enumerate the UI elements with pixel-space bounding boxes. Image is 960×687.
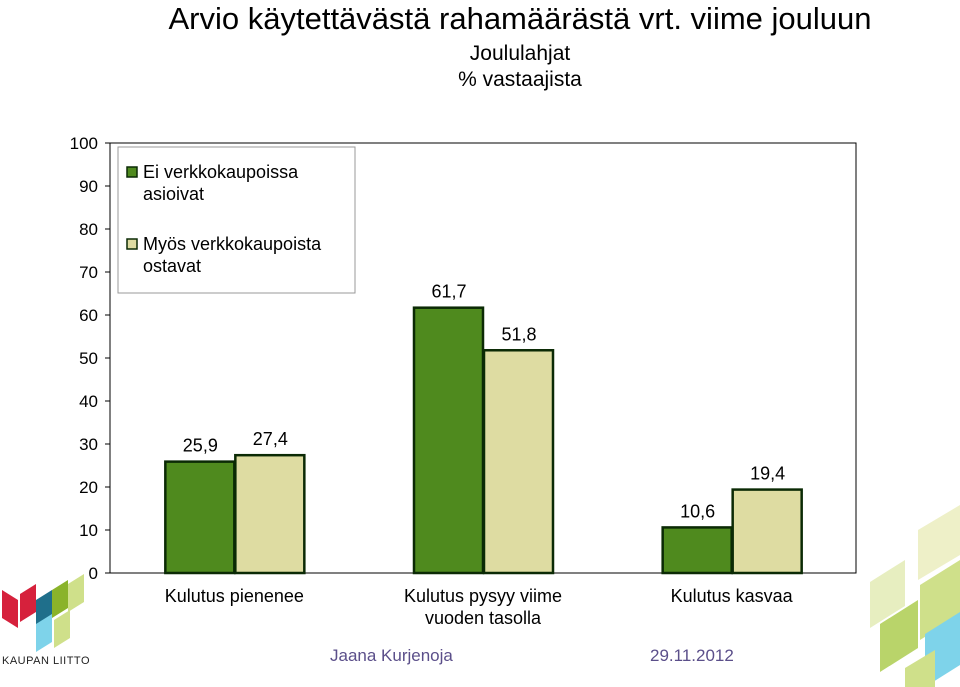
legend-label-0a: Ei verkkokaupoissa [143, 162, 299, 182]
y-tick-label: 10 [79, 521, 98, 540]
y-tick-label: 40 [79, 392, 98, 411]
bar [731, 488, 803, 575]
y-tick-label: 60 [79, 306, 98, 325]
legend-label-1a: Myös verkkokaupoista [143, 234, 322, 254]
category-label: Kulutus kasvaa [671, 586, 794, 606]
y-tick-label: 20 [79, 478, 98, 497]
bar [412, 306, 485, 575]
y-tick-label: 0 [89, 564, 98, 583]
legend-label-1b: ostavat [143, 256, 201, 276]
category-label: Kulutus pienenee [165, 586, 304, 606]
chart-title: Arvio käytettävästä rahamäärästä vrt. vi… [168, 1, 872, 36]
category-label: Kulutus pysyy viime [404, 586, 562, 606]
category-label: vuoden tasolla [425, 608, 542, 628]
legend-label-0b: asioivat [143, 184, 204, 204]
bar [164, 460, 236, 575]
logo-text: KAUPAN LIITTO [2, 655, 91, 667]
chart-unit-label: % vastaajista [458, 68, 582, 91]
data-label: 19,4 [750, 464, 785, 484]
bar [482, 349, 555, 575]
footer-date: 29.11.2012 [650, 646, 734, 665]
y-tick-label: 80 [79, 220, 98, 239]
bar [234, 453, 306, 575]
legend-box [117, 146, 356, 294]
kaupan-liitto-logo [2, 574, 84, 652]
data-label: 27,4 [253, 429, 288, 449]
y-tick-label: 30 [79, 435, 98, 454]
y-tick-label: 90 [79, 177, 98, 196]
legend-swatch-0 [126, 166, 138, 178]
y-tick-label: 50 [79, 349, 98, 368]
title-block: Arvio käytettävästä rahamäärästä vrt. vi… [120, 0, 920, 92]
y-tick-label: 70 [79, 263, 98, 282]
footer-author: Jaana Kurjenoja [330, 646, 453, 665]
bar [661, 526, 733, 575]
data-label: 10,6 [680, 501, 715, 521]
chart-subtitle: Joululahjat [469, 42, 571, 65]
data-label: 61,7 [431, 282, 466, 302]
y-axis: 0 10 20 30 40 50 60 70 80 90 100 [70, 134, 110, 583]
data-labels: 25,9 27,4 61,7 51,8 10,6 19,4 [183, 282, 785, 522]
y-tick-label: 100 [70, 134, 98, 153]
data-label: 51,8 [501, 324, 536, 344]
decorative-shapes [870, 505, 960, 687]
legend-swatch-1 [126, 238, 138, 250]
data-label: 25,9 [183, 436, 218, 456]
legend: Ei verkkokaupoissa asioivat Myös verkkok… [117, 146, 356, 294]
bars [164, 306, 803, 575]
category-labels: Kulutus pienenee Kulutus pysyy viimevuode… [165, 586, 794, 628]
